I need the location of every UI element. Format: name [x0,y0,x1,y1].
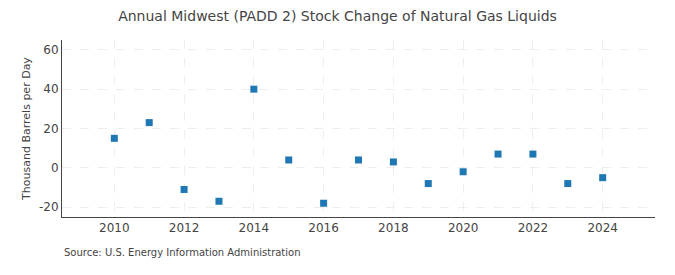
svg-text:20: 20 [43,122,58,136]
svg-text:2020: 2020 [448,221,479,235]
svg-text:2016: 2016 [308,221,339,235]
svg-text:2010: 2010 [99,221,130,235]
svg-text:2018: 2018 [378,221,409,235]
svg-text:60: 60 [43,43,58,57]
svg-text:40: 40 [43,82,58,96]
svg-text:-20: -20 [39,200,59,214]
svg-text:2022: 2022 [518,221,549,235]
svg-text:2014: 2014 [239,221,270,235]
svg-text:2012: 2012 [169,221,200,235]
svg-text:Source: U.S. Energy Informatio: Source: U.S. Energy Information Administ… [64,247,301,258]
svg-text:Thousand Barrels per Day: Thousand Barrels per Day [20,57,33,201]
svg-text:2024: 2024 [587,221,618,235]
svg-text:Annual Midwest (PADD 2) Stock: Annual Midwest (PADD 2) Stock Change of … [118,8,557,24]
svg-text:0: 0 [51,161,59,175]
